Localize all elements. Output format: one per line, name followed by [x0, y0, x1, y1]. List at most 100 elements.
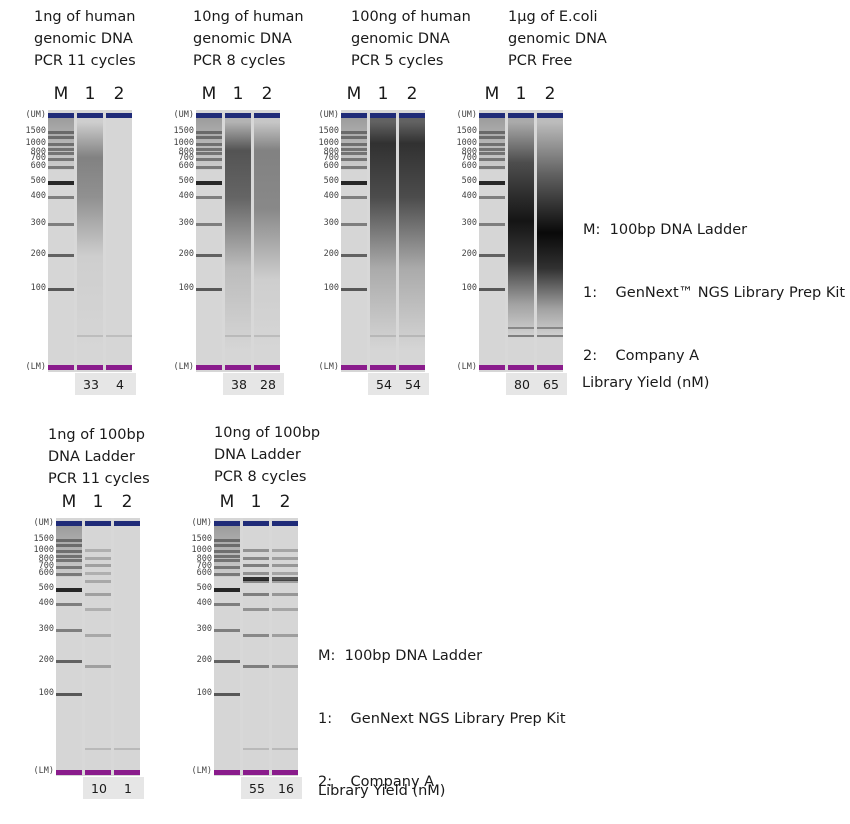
ladder-band [341, 288, 367, 292]
ladder-band [341, 136, 367, 140]
yield-box: 55 16 [241, 777, 302, 799]
size-label: 700 [178, 153, 194, 164]
ladder-lane [214, 518, 240, 776]
sample-lane-1 [508, 110, 534, 372]
ladder-band [196, 288, 222, 292]
ladder-band [341, 196, 367, 200]
lane-header: M [219, 492, 235, 512]
yield-value: 1 [124, 781, 132, 796]
ladder-band [56, 659, 82, 663]
size-label: (LM) [33, 765, 54, 776]
size-label: (UM) [33, 518, 54, 529]
ladder-size-labels: (UM) 1500 1000 800 700 600 500 400 300 200 100 (LM) [26, 518, 54, 776]
library-band [243, 577, 269, 582]
size-label: 1500 [25, 125, 46, 136]
ladder-band [341, 180, 367, 185]
sample-lane-2 [106, 110, 132, 372]
library-band [272, 572, 298, 576]
yield-box: 33 4 [75, 373, 136, 395]
library-band [243, 665, 269, 669]
gel-image [56, 518, 140, 776]
size-label: 1500 [33, 533, 54, 544]
adapter-band [537, 335, 563, 338]
library-smear [399, 115, 425, 352]
ladder-band [48, 130, 74, 134]
size-label: 800 [461, 146, 477, 157]
yield-value: 38 [231, 377, 247, 392]
ladder-lane [48, 110, 74, 372]
yield-value: 28 [260, 377, 276, 392]
ladder-band [214, 538, 240, 542]
size-label: 300 [178, 217, 194, 228]
library-band [243, 634, 269, 638]
ladder-band [56, 587, 82, 592]
yield-value: 80 [514, 377, 530, 392]
gel-image [214, 518, 298, 776]
sample-lane-2 [114, 518, 140, 776]
ladder-band [56, 555, 82, 559]
ladder-band [56, 550, 82, 554]
primer-dimer-band [114, 747, 140, 750]
ladder-band [48, 142, 74, 146]
lane-header: 1 [232, 84, 244, 104]
size-label: 600 [323, 161, 339, 172]
ladder-size-labels: (UM) 1500 1000 800 700 600 500 400 300 200 100 (LM) [449, 110, 477, 372]
lower-marker [508, 365, 534, 371]
library-band [272, 579, 298, 583]
size-label: 700 [30, 153, 46, 164]
upper-marker [225, 112, 251, 118]
library-smear [254, 115, 280, 352]
lane-header: 2 [121, 492, 133, 512]
library-band [85, 579, 111, 583]
ladder-lane [56, 518, 82, 776]
size-label: 1000 [173, 137, 194, 148]
lower-marker [399, 365, 425, 371]
legend-ladder: M: 100bp DNA Ladder [318, 648, 483, 664]
lower-marker [196, 365, 222, 371]
yield-value: 54 [376, 377, 392, 392]
legend-lane-2: 2: Company A [318, 774, 435, 790]
primer-dimer-band [225, 335, 251, 338]
size-label: 600 [38, 568, 54, 579]
library-band [243, 592, 269, 596]
ladder-size-labels: (UM) 1500 1000 800 700 600 500 400 300 200 100 (LM) [166, 110, 194, 372]
upper-marker [341, 112, 367, 118]
panel-caption: 1µg of E.coli genomic DNA PCR Free [508, 9, 607, 69]
size-label: 500 [30, 175, 46, 186]
library-band [272, 592, 298, 596]
lane-header: M [484, 84, 500, 104]
size-label: 500 [461, 175, 477, 186]
library-band [85, 634, 111, 638]
ladder-band [56, 559, 82, 563]
lane-header: 2 [279, 492, 291, 512]
size-label: (UM) [456, 110, 477, 121]
primer-dimer-band [537, 335, 563, 338]
ladder-band [214, 555, 240, 559]
library-band [272, 548, 298, 552]
upper-marker [243, 520, 269, 526]
primer-dimer-band [254, 335, 280, 338]
panel-caption: 10ng of 100bp DNA Ladder PCR 8 cycles [214, 425, 321, 485]
library-band [272, 608, 298, 612]
size-label: 1500 [173, 125, 194, 136]
adapter-band [508, 335, 534, 338]
yield-box: 54 54 [368, 373, 429, 395]
ladder-smear [48, 117, 74, 171]
library-band [85, 592, 111, 596]
primer-dimer-band [508, 335, 534, 338]
ladder-smear [341, 117, 367, 171]
legend-lane-2: 2: Company A [583, 348, 700, 364]
ladder-size-labels: (UM) 1500 1000 800 700 600 500 400 300 200 100 (LM) [184, 518, 212, 776]
sample-lane-2 [537, 110, 563, 372]
library-smear [537, 115, 563, 352]
lane-header: 2 [113, 84, 125, 104]
ladder-band [214, 603, 240, 607]
ladder-band [214, 550, 240, 554]
size-label: 400 [178, 191, 194, 202]
yield-value: 55 [249, 781, 265, 796]
size-label: 1500 [318, 125, 339, 136]
ladder-band [214, 559, 240, 563]
library-band [85, 665, 111, 669]
ladder-lane [196, 110, 222, 372]
primer-dimer-band [272, 747, 298, 750]
